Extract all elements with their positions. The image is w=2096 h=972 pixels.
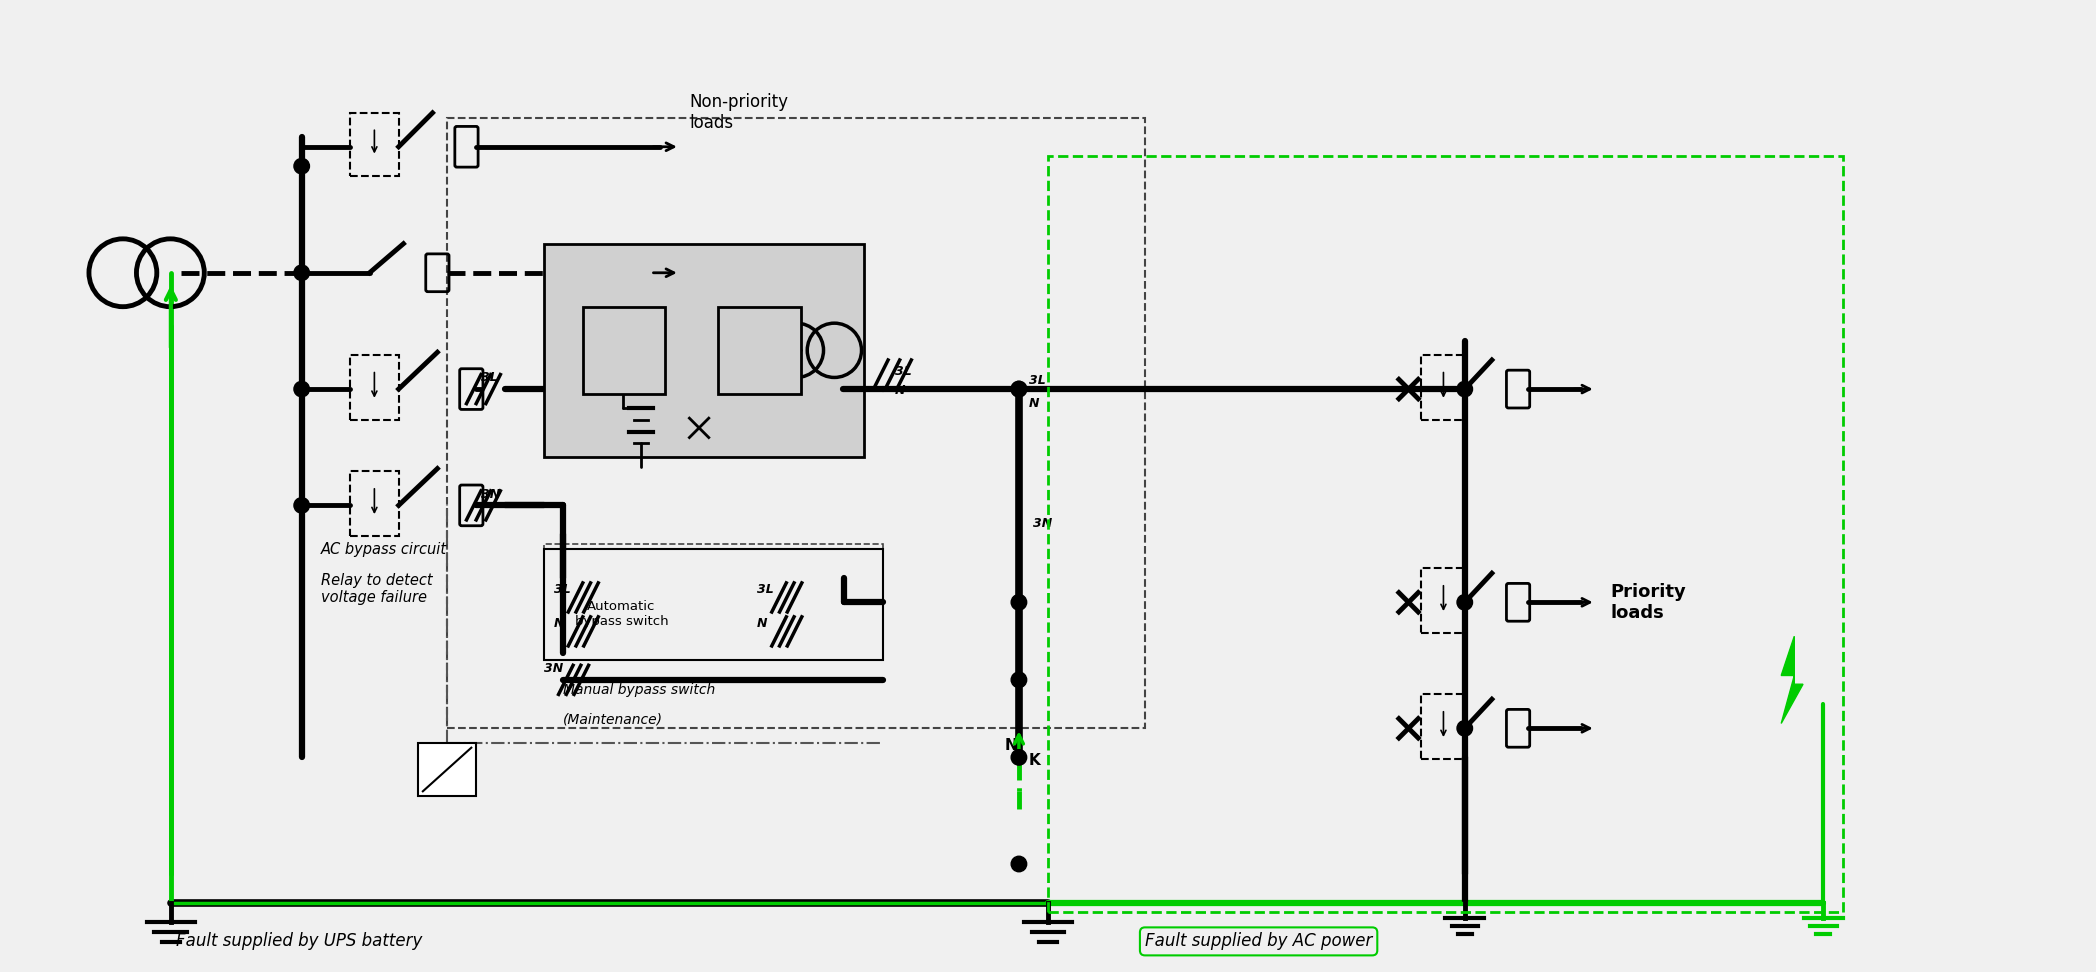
Text: N: N <box>895 384 905 397</box>
Bar <box>1421 355 1465 420</box>
Circle shape <box>1010 381 1027 397</box>
Circle shape <box>1457 720 1473 736</box>
Circle shape <box>293 381 310 397</box>
Bar <box>350 113 398 176</box>
Text: Relay to detect
voltage failure: Relay to detect voltage failure <box>321 573 432 606</box>
Bar <box>545 544 882 660</box>
Bar <box>583 307 664 394</box>
Bar <box>545 549 882 660</box>
Circle shape <box>1010 595 1027 610</box>
Bar <box>1421 694 1465 759</box>
Circle shape <box>293 498 310 513</box>
Bar <box>1048 156 1842 913</box>
Text: 3L: 3L <box>757 582 773 596</box>
Bar <box>545 244 864 457</box>
Text: 3N: 3N <box>480 488 501 501</box>
Circle shape <box>293 265 310 281</box>
Circle shape <box>1457 595 1473 610</box>
Circle shape <box>293 158 310 174</box>
Circle shape <box>1010 672 1027 687</box>
Circle shape <box>1457 381 1473 397</box>
Text: Fault supplied by UPS battery: Fault supplied by UPS battery <box>176 932 421 951</box>
Bar <box>446 118 1144 728</box>
Circle shape <box>1010 749 1027 765</box>
Text: N: N <box>553 616 564 630</box>
Text: N: N <box>1029 397 1040 409</box>
Text: 3N: 3N <box>545 662 564 676</box>
Text: 3N: 3N <box>1033 517 1052 530</box>
Bar <box>350 355 398 420</box>
Text: 3L: 3L <box>1029 374 1046 387</box>
Text: N: N <box>1004 738 1017 752</box>
Text: N: N <box>757 616 767 630</box>
Bar <box>1421 569 1465 634</box>
Bar <box>417 743 476 796</box>
Bar <box>350 471 398 537</box>
Text: 3L: 3L <box>553 582 570 596</box>
Text: Fault supplied by AC power: Fault supplied by AC power <box>1144 932 1373 951</box>
Text: Non-priority
loads: Non-priority loads <box>690 93 788 132</box>
Text: Automatic
bypass switch: Automatic bypass switch <box>574 600 669 628</box>
Circle shape <box>1010 856 1027 872</box>
Text: Manual bypass switch: Manual bypass switch <box>564 683 715 697</box>
Text: K: K <box>1029 753 1040 768</box>
Text: Priority
loads: Priority loads <box>1610 583 1685 622</box>
Polygon shape <box>1782 637 1803 723</box>
Bar <box>719 307 801 394</box>
Text: AC bypass circuit: AC bypass circuit <box>321 541 446 557</box>
Text: 3L: 3L <box>480 371 497 384</box>
Text: (Maintenance): (Maintenance) <box>564 712 664 726</box>
Text: 3L: 3L <box>895 364 912 377</box>
Circle shape <box>1010 381 1027 397</box>
